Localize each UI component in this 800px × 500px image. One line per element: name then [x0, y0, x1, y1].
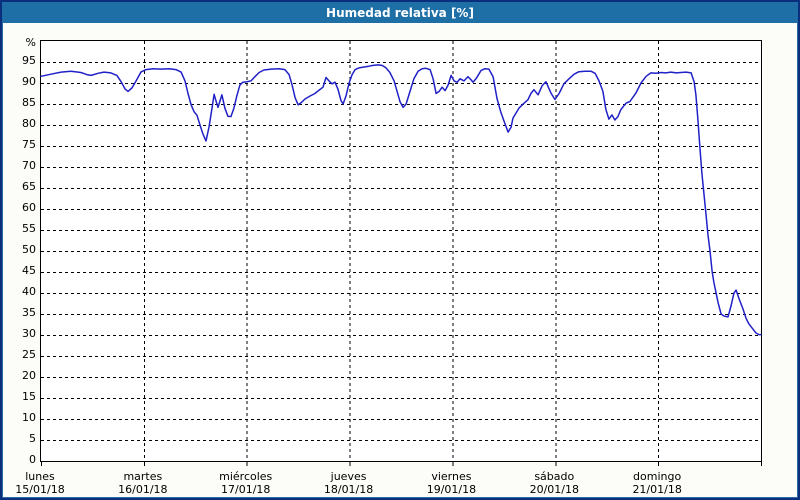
x-tick-date-label: 19/01/18	[426, 483, 477, 496]
y-tick-label: 85	[22, 96, 36, 109]
x-tick-date-label: 15/01/18	[15, 483, 65, 496]
x-tick-label: viernes 19/01/18	[406, 470, 496, 496]
x-tick-day-label: sábado	[534, 470, 575, 483]
y-tick-label: 70	[22, 159, 36, 172]
x-tick-date-label: 21/01/18	[632, 483, 682, 496]
humidity-line-chart	[40, 41, 762, 466]
x-tick-day-label: martes	[123, 470, 163, 483]
x-tick-label: lunes 15/01/18	[2, 470, 85, 496]
x-tick-label: miércoles 17/01/18	[201, 470, 291, 496]
chart-title: Humedad relativa [%]	[326, 5, 474, 20]
y-tick-label: 80	[22, 117, 36, 130]
y-tick-label: 5	[29, 432, 36, 445]
y-tick-label: 55	[22, 222, 36, 235]
y-tick-label: 95	[22, 54, 36, 67]
y-tick-label: 75	[22, 138, 36, 151]
x-tick-day-label: viernes	[431, 470, 472, 483]
y-tick-label: 65	[22, 180, 36, 193]
title-bar: Humedad relativa [%]	[2, 2, 798, 23]
x-tick-label: sábado 20/01/18	[509, 470, 599, 496]
y-tick-label: 40	[22, 285, 36, 298]
y-tick-label: 45	[22, 264, 36, 277]
x-tick-day-label: domingo	[633, 470, 682, 483]
x-tick-label: martes 16/01/18	[98, 470, 188, 496]
y-tick-label: 35	[22, 306, 36, 319]
x-tick-date-label: 18/01/18	[323, 483, 374, 496]
y-axis-unit-label: %	[25, 36, 36, 49]
x-tick-date-label: 20/01/18	[529, 483, 579, 496]
y-tick-label: 20	[22, 369, 36, 382]
x-tick-day-label: miércoles	[219, 470, 273, 483]
x-tick-date-label: 16/01/18	[118, 483, 168, 496]
y-tick-label: 25	[22, 348, 36, 361]
plot-area	[40, 40, 762, 466]
y-tick-label: 0	[29, 453, 36, 466]
y-tick-label: 90	[22, 75, 36, 88]
x-tick-label: jueves 18/01/18	[304, 470, 394, 496]
y-tick-label: 30	[22, 327, 36, 340]
x-tick-label: domingo 21/01/18	[612, 470, 702, 496]
y-tick-label: 10	[22, 411, 36, 424]
x-tick-day-label: lunes	[25, 470, 55, 483]
y-tick-label: 60	[22, 201, 36, 214]
y-tick-label: 50	[22, 243, 36, 256]
y-tick-label: 15	[22, 390, 36, 403]
x-tick-day-label: jueves	[330, 470, 367, 483]
x-tick-date-label: 17/01/18	[221, 483, 271, 496]
humidity-series-line	[40, 64, 762, 336]
